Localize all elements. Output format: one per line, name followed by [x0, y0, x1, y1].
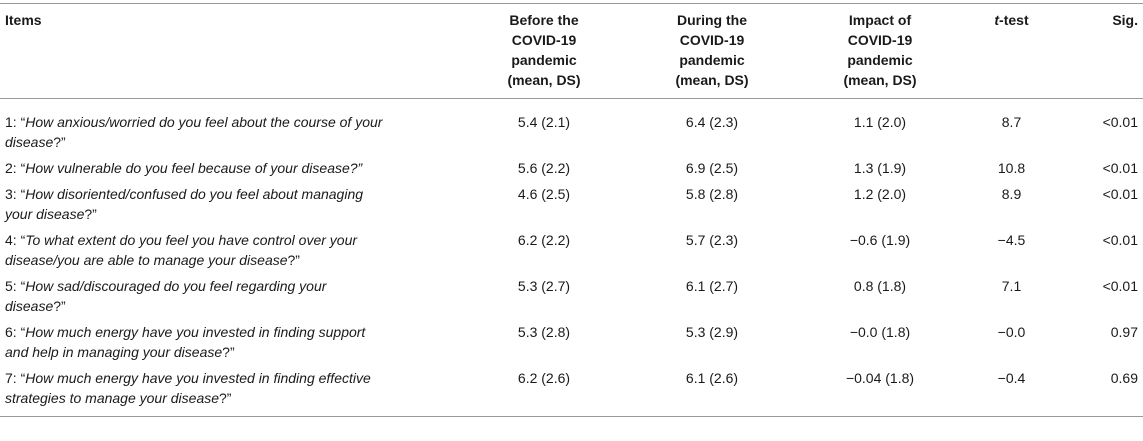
results-table: Items Before the COVID-19 pandemic (mean… — [0, 3, 1143, 417]
impact-cell: 0.8 (1.8) — [853, 278, 907, 294]
before-cell: 5.6 (2.2) — [517, 160, 571, 176]
item-cell: 1: “How anxious/worried do you feel abou… — [0, 99, 460, 159]
header-impact-line: Impact of — [848, 12, 912, 28]
item-cell: 2: “How vulnerable do you feel because o… — [0, 158, 460, 184]
header-during: During the COVID-19 pandemic (mean, DS) — [628, 4, 796, 99]
sig-cell: 0.97 — [1110, 324, 1138, 340]
header-before-line: COVID-19 — [511, 32, 577, 48]
item-cell: 5: “How sad/discouraged do you feel rega… — [0, 276, 460, 322]
table-row: 3: “How disoriented/confused do you feel… — [0, 184, 1143, 230]
item-number: 2: “ — [5, 160, 26, 176]
item-question-cont: strategies to manage your disease — [5, 390, 220, 406]
during-cell: 5.7 (2.3) — [685, 232, 739, 248]
item-question-cont: and help in managing your disease — [5, 344, 223, 360]
header-before-line: pandemic — [511, 52, 577, 68]
item-number: 1: “ — [5, 114, 26, 130]
header-ttest-t: t — [994, 12, 1000, 28]
header-items: Items — [5, 12, 42, 28]
item-question: How disoriented/confused do you feel abo… — [25, 186, 364, 202]
item-close: ?” — [222, 344, 235, 360]
during-cell: 6.1 (2.7) — [685, 278, 739, 294]
header-sig: Sig. — [1112, 12, 1138, 28]
before-cell: 5.3 (2.8) — [517, 324, 571, 340]
impact-cell: 1.2 (2.0) — [853, 186, 907, 202]
header-during-line: During the — [677, 12, 747, 28]
sig-cell: <0.01 — [1102, 278, 1138, 294]
table-row: 4: “To what extent do you feel you have … — [0, 230, 1143, 276]
table-row: 5: “How sad/discouraged do you feel rega… — [0, 276, 1143, 322]
during-cell: 5.8 (2.8) — [685, 186, 739, 202]
header-before-line: Before the — [509, 12, 579, 28]
item-question-cont: your disease — [5, 206, 85, 222]
item-close: ?” — [287, 252, 300, 268]
item-question: To what extent do you feel you have cont… — [25, 232, 358, 248]
sig-cell: <0.01 — [1102, 114, 1138, 130]
impact-cell: −0.0 (1.8) — [849, 324, 911, 340]
item-number: 6: “ — [5, 324, 26, 340]
table-row: 6: “How much energy have you invested in… — [0, 322, 1143, 368]
item-close: ?” — [219, 390, 232, 406]
header-impact-line: pandemic — [847, 52, 913, 68]
impact-cell: 1.1 (2.0) — [853, 114, 907, 130]
item-number: 7: “ — [5, 370, 26, 386]
item-question: How much energy have you invested in fin… — [25, 370, 371, 386]
header-during-line: pandemic — [679, 52, 745, 68]
before-cell: 6.2 (2.6) — [517, 370, 571, 386]
during-cell: 6.1 (2.6) — [685, 370, 739, 386]
before-cell: 5.3 (2.7) — [517, 278, 571, 294]
ttest-cell: 7.1 — [1001, 278, 1022, 294]
item-cell: 3: “How disoriented/confused do you feel… — [0, 184, 460, 230]
sig-cell: <0.01 — [1102, 160, 1138, 176]
item-close: ?” — [84, 206, 97, 222]
impact-cell: 1.3 (1.9) — [853, 160, 907, 176]
item-number: 4: “ — [5, 232, 26, 248]
header-before-line: (mean, DS) — [507, 72, 581, 88]
item-question: How vulnerable do you feel because of yo… — [25, 160, 363, 176]
item-question-cont: disease — [5, 134, 54, 150]
item-question-cont: disease — [5, 298, 54, 314]
header-ttest: t-test — [964, 4, 1059, 99]
ttest-cell: −0.4 — [997, 370, 1026, 386]
impact-cell: −0.04 (1.8) — [845, 370, 915, 386]
sig-cell: 0.69 — [1110, 370, 1138, 386]
header-before: Before the COVID-19 pandemic (mean, DS) — [460, 4, 628, 99]
impact-cell: −0.6 (1.9) — [849, 232, 911, 248]
header-during-line: (mean, DS) — [675, 72, 749, 88]
during-cell: 5.3 (2.9) — [685, 324, 739, 340]
ttest-cell: −0.0 — [997, 324, 1026, 340]
item-cell: 7: “How much energy have you invested in… — [0, 368, 460, 417]
header-ttest-rest: -test — [999, 12, 1029, 28]
item-close: ?” — [53, 298, 66, 314]
ttest-cell: 8.7 — [1001, 114, 1022, 130]
item-cell: 4: “To what extent do you feel you have … — [0, 230, 460, 276]
item-number: 5: “ — [5, 278, 26, 294]
before-cell: 6.2 (2.2) — [517, 232, 571, 248]
item-close: ?” — [53, 134, 66, 150]
item-question: How much energy have you invested in fin… — [25, 324, 366, 340]
item-number: 3: “ — [5, 186, 26, 202]
header-during-line: COVID-19 — [679, 32, 745, 48]
during-cell: 6.9 (2.5) — [685, 160, 739, 176]
sig-cell: <0.01 — [1102, 186, 1138, 202]
ttest-cell: 8.9 — [1001, 186, 1022, 202]
table-row: 7: “How much energy have you invested in… — [0, 368, 1143, 417]
before-cell: 5.4 (2.1) — [517, 114, 571, 130]
item-cell: 6: “How much energy have you invested in… — [0, 322, 460, 368]
item-question-cont: disease/you are able to manage your dise… — [5, 252, 288, 268]
header-row: Items Before the COVID-19 pandemic (mean… — [0, 3, 1143, 99]
header-impact-line: COVID-19 — [847, 32, 913, 48]
table-row: 2: “How vulnerable do you feel because o… — [0, 158, 1143, 184]
ttest-cell: 10.8 — [997, 160, 1026, 176]
sig-cell: <0.01 — [1102, 232, 1138, 248]
header-impact: Impact of COVID-19 pandemic (mean, DS) — [796, 4, 964, 99]
item-question: How anxious/worried do you feel about th… — [25, 114, 383, 130]
item-question: How sad/discouraged do you feel regardin… — [25, 278, 327, 294]
ttest-cell: −4.5 — [997, 232, 1026, 248]
during-cell: 6.4 (2.3) — [685, 114, 739, 130]
header-impact-line: (mean, DS) — [843, 72, 917, 88]
table-row: 1: “How anxious/worried do you feel abou… — [0, 99, 1143, 159]
before-cell: 4.6 (2.5) — [517, 186, 571, 202]
